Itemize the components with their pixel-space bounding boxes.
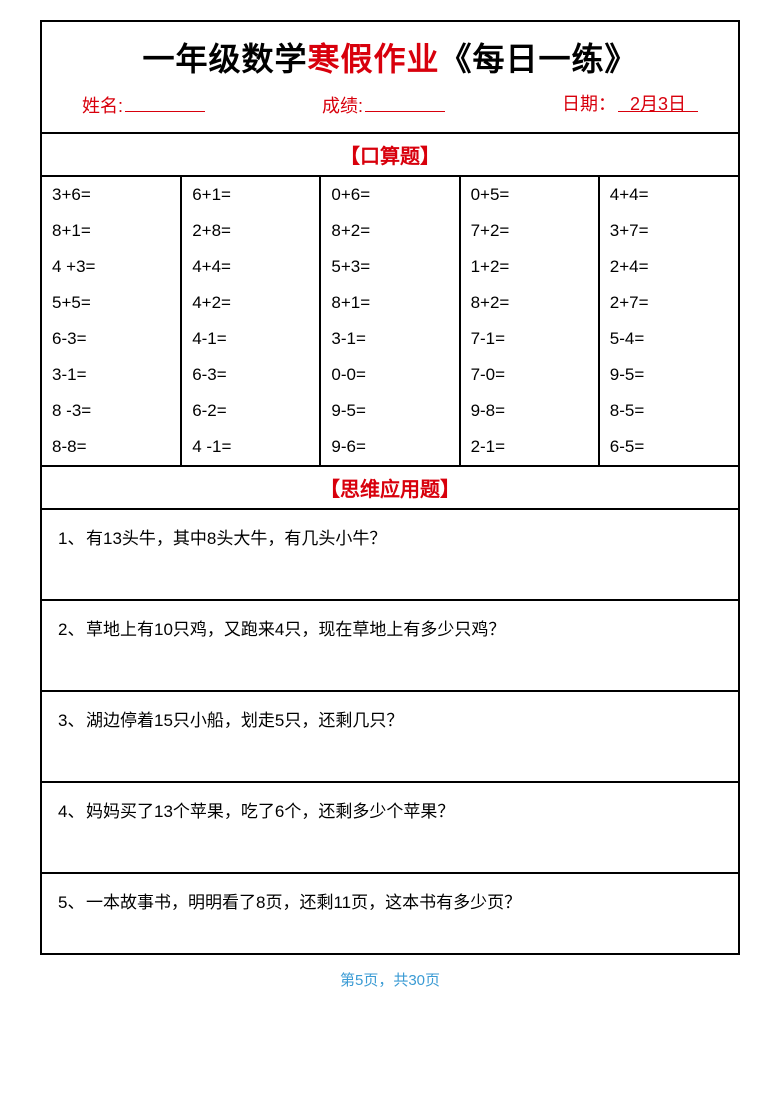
section2-title: 【思维应用题】	[42, 467, 738, 510]
score-blank[interactable]	[365, 90, 445, 112]
calc-cell: 6+1=	[181, 177, 320, 213]
calc-row: 3+6=6+1=0+6=0+5=4+4=	[42, 177, 738, 213]
calc-cell: 0-0=	[320, 357, 459, 393]
score-label: 成绩:	[322, 92, 363, 118]
wp-text: 草地上有10只鸡，又跑来4只，现在草地上有多少只鸡？	[86, 620, 505, 639]
title-part2: 寒假作业	[307, 41, 439, 77]
calc-cell: 1+2=	[460, 249, 599, 285]
calc-cell: 2+4=	[599, 249, 738, 285]
calc-table: 3+6=6+1=0+6=0+5=4+4=8+1=2+8=8+2=7+2=3+7=…	[42, 177, 738, 465]
calc-cell: 5-4=	[599, 321, 738, 357]
calc-cell: 5+5=	[42, 285, 181, 321]
calc-cell: 7-1=	[460, 321, 599, 357]
calc-cell: 2-1=	[460, 429, 599, 465]
calc-section: 3+6=6+1=0+6=0+5=4+4=8+1=2+8=8+2=7+2=3+7=…	[42, 177, 738, 467]
title-part3: 《每日一练》	[440, 41, 638, 77]
calc-row: 5+5=4+2=8+1=8+2=2+7=	[42, 285, 738, 321]
calc-cell: 9-5=	[599, 357, 738, 393]
page-title: 一年级数学寒假作业《每日一练》	[52, 34, 728, 80]
calc-cell: 6-2=	[181, 393, 320, 429]
worksheet: 一年级数学寒假作业《每日一练》 姓名: 成绩: 日期： 2月3日 【口算题】 3…	[40, 20, 740, 955]
name-blank[interactable]	[125, 90, 205, 112]
word-problem: 4、妈妈买了13个苹果，吃了6个，还剩多少个苹果？	[42, 783, 738, 874]
calc-cell: 4 +3=	[42, 249, 181, 285]
calc-cell: 9-8=	[460, 393, 599, 429]
date-blank[interactable]: 2月3日	[618, 90, 698, 112]
calc-cell: 9-6=	[320, 429, 459, 465]
calc-cell: 6-3=	[181, 357, 320, 393]
wp-text: 湖边停着15只小船，划走5只，还剩几只？	[86, 711, 403, 730]
calc-cell: 8-8=	[42, 429, 181, 465]
calc-cell: 8+1=	[42, 213, 181, 249]
calc-cell: 9-5=	[320, 393, 459, 429]
calc-cell: 8-5=	[599, 393, 738, 429]
calc-cell: 3-1=	[42, 357, 181, 393]
date-field: 日期： 2月3日	[562, 90, 698, 118]
wp-text: 有13头牛，其中8头大牛，有几头小牛？	[86, 529, 386, 548]
calc-tbody: 3+6=6+1=0+6=0+5=4+4=8+1=2+8=8+2=7+2=3+7=…	[42, 177, 738, 465]
name-label: 姓名:	[82, 92, 123, 118]
calc-row: 6-3=4-1=3-1=7-1=5-4=	[42, 321, 738, 357]
calc-cell: 7+2=	[460, 213, 599, 249]
section1-title: 【口算题】	[42, 134, 738, 177]
page-footer: 第5页，共30页	[40, 955, 740, 990]
calc-cell: 5+3=	[320, 249, 459, 285]
calc-row: 8 -3=6-2=9-5=9-8=8-5=	[42, 393, 738, 429]
name-field: 姓名:	[82, 90, 205, 118]
calc-row: 3-1=6-3=0-0=7-0=9-5=	[42, 357, 738, 393]
wp-number: 3、	[58, 706, 86, 731]
calc-cell: 8+2=	[460, 285, 599, 321]
calc-cell: 3+6=	[42, 177, 181, 213]
date-label: 日期：	[562, 90, 616, 116]
info-row: 姓名: 成绩: 日期： 2月3日	[52, 80, 728, 126]
calc-cell: 2+7=	[599, 285, 738, 321]
wp-number: 4、	[58, 797, 86, 822]
calc-cell: 6-5=	[599, 429, 738, 465]
calc-cell: 4+2=	[181, 285, 320, 321]
header: 一年级数学寒假作业《每日一练》 姓名: 成绩: 日期： 2月3日	[42, 22, 738, 134]
word-problem: 3、湖边停着15只小船，划走5只，还剩几只？	[42, 692, 738, 783]
wp-number: 2、	[58, 615, 86, 640]
calc-cell: 3+7=	[599, 213, 738, 249]
wp-number: 1、	[58, 524, 86, 549]
calc-row: 8+1=2+8=8+2=7+2=3+7=	[42, 213, 738, 249]
calc-cell: 2+8=	[181, 213, 320, 249]
calc-row: 4 +3=4+4=5+3=1+2=2+4=	[42, 249, 738, 285]
calc-cell: 3-1=	[320, 321, 459, 357]
calc-cell: 7-0=	[460, 357, 599, 393]
calc-cell: 8+1=	[320, 285, 459, 321]
score-field: 成绩:	[322, 90, 445, 118]
title-part1: 一年级数学	[142, 41, 307, 77]
calc-cell: 8+2=	[320, 213, 459, 249]
word-problem: 5、一本故事书，明明看了8页，还剩11页，这本书有多少页？	[42, 874, 738, 953]
calc-row: 8-8=4 -1=9-6=2-1=6-5=	[42, 429, 738, 465]
calc-cell: 0+5=	[460, 177, 599, 213]
wp-number: 5、	[58, 888, 86, 913]
word-problems: 1、有13头牛，其中8头大牛，有几头小牛？2、草地上有10只鸡，又跑来4只，现在…	[42, 510, 738, 953]
calc-cell: 4-1=	[181, 321, 320, 357]
word-problem: 1、有13头牛，其中8头大牛，有几头小牛？	[42, 510, 738, 601]
wp-text: 一本故事书，明明看了8页，还剩11页，这本书有多少页？	[86, 893, 521, 912]
calc-cell: 4+4=	[181, 249, 320, 285]
calc-cell: 8 -3=	[42, 393, 181, 429]
calc-cell: 6-3=	[42, 321, 181, 357]
calc-cell: 4+4=	[599, 177, 738, 213]
wp-text: 妈妈买了13个苹果，吃了6个，还剩多少个苹果？	[86, 802, 454, 821]
calc-cell: 4 -1=	[181, 429, 320, 465]
calc-cell: 0+6=	[320, 177, 459, 213]
word-problem: 2、草地上有10只鸡，又跑来4只，现在草地上有多少只鸡？	[42, 601, 738, 692]
